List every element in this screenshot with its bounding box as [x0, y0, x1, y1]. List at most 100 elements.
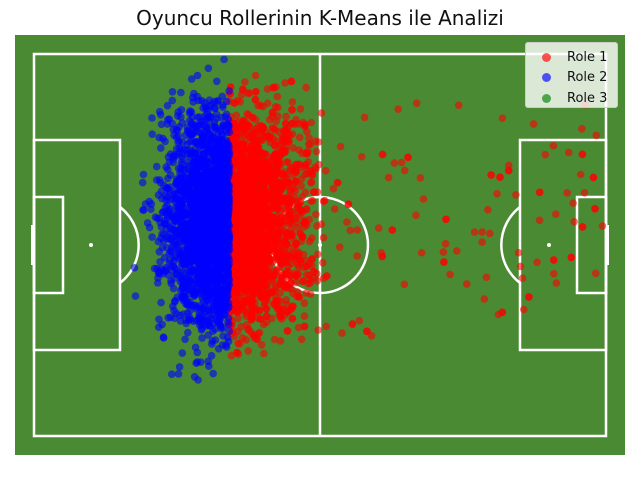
data-point-role-1 — [281, 283, 290, 292]
data-point-role-1 — [363, 327, 371, 336]
data-point-role-1 — [394, 105, 403, 113]
data-point-role-2 — [209, 221, 218, 229]
data-point-role-1 — [240, 285, 248, 293]
data-point-role-1 — [303, 149, 311, 158]
data-point-role-1 — [360, 113, 369, 122]
data-point-role-2 — [193, 71, 202, 80]
data-point-role-2 — [204, 191, 212, 200]
data-point-role-1 — [478, 228, 486, 236]
data-point-role-1 — [250, 210, 258, 218]
data-point-role-1 — [252, 146, 261, 154]
data-point-role-1 — [333, 178, 342, 187]
data-point-role-1 — [240, 227, 249, 235]
data-point-role-1 — [297, 206, 306, 215]
data-point-role-2 — [166, 171, 175, 179]
data-point-role-1 — [239, 141, 247, 149]
data-point-role-1 — [514, 248, 523, 257]
data-point-role-2 — [148, 233, 156, 241]
data-point-role-2 — [208, 340, 216, 348]
data-point-role-1 — [569, 199, 577, 207]
data-point-role-1 — [257, 341, 266, 349]
data-point-role-1 — [563, 189, 571, 197]
data-point-role-1 — [276, 229, 285, 237]
data-point-role-1 — [227, 351, 236, 360]
data-point-role-1 — [261, 150, 270, 159]
data-point-role-1 — [580, 189, 589, 197]
data-point-role-1 — [244, 121, 252, 129]
data-point-role-2 — [148, 114, 156, 122]
data-point-role-1 — [248, 315, 256, 323]
data-point-role-1 — [290, 184, 298, 192]
data-point-role-1 — [281, 127, 290, 135]
data-point-role-2 — [186, 284, 195, 293]
data-point-role-2 — [189, 178, 198, 186]
data-point-role-1 — [270, 141, 279, 150]
data-point-role-2 — [168, 96, 177, 105]
data-point-role-2 — [207, 250, 216, 258]
data-point-role-1 — [232, 123, 240, 132]
data-point-role-2 — [213, 199, 221, 208]
data-point-role-2 — [224, 139, 232, 148]
data-point-role-2 — [170, 263, 178, 272]
legend-item-role-3: Role 3 — [532, 88, 611, 109]
data-point-role-2 — [210, 133, 219, 142]
data-point-role-1 — [282, 158, 291, 166]
data-point-role-2 — [130, 264, 139, 272]
data-point-role-2 — [155, 107, 164, 116]
data-point-role-1 — [454, 101, 463, 110]
data-point-role-1 — [297, 182, 305, 190]
legend-label-role-2: Role 2 — [567, 70, 608, 86]
data-point-role-2 — [186, 107, 194, 115]
data-point-role-1 — [300, 312, 309, 320]
data-point-role-1 — [578, 150, 587, 159]
data-point-role-1 — [265, 224, 274, 233]
data-point-role-2 — [167, 248, 175, 256]
data-point-role-2 — [224, 281, 232, 290]
data-point-role-2 — [223, 119, 232, 128]
data-point-role-1 — [284, 179, 293, 187]
data-point-role-1 — [440, 258, 448, 266]
data-point-role-1 — [275, 219, 283, 228]
data-point-role-1 — [307, 118, 316, 127]
data-point-role-2 — [203, 322, 211, 330]
data-point-role-1 — [525, 293, 533, 301]
data-point-role-1 — [238, 254, 247, 262]
data-point-role-1 — [272, 297, 281, 305]
data-point-role-2 — [207, 173, 216, 182]
data-point-role-2 — [195, 280, 204, 289]
data-point-role-1 — [251, 156, 259, 165]
legend: Role 1 Role 2 Role 3 — [525, 42, 618, 108]
data-point-role-2 — [224, 292, 232, 301]
data-point-role-1 — [314, 326, 323, 334]
data-point-role-2 — [221, 302, 230, 311]
data-point-role-1 — [498, 308, 507, 317]
data-point-role-2 — [138, 178, 147, 187]
data-point-role-1 — [419, 195, 428, 203]
data-point-role-2 — [225, 151, 234, 159]
data-point-role-1 — [276, 240, 285, 249]
data-point-role-2 — [204, 136, 213, 145]
data-point-role-1 — [498, 114, 507, 122]
scatter-points — [130, 55, 607, 384]
data-point-role-1 — [237, 273, 246, 281]
data-point-role-2 — [213, 98, 221, 106]
data-point-role-1 — [249, 268, 257, 277]
data-point-role-1 — [281, 119, 290, 128]
data-point-role-2 — [199, 171, 208, 180]
data-point-role-2 — [158, 243, 167, 252]
data-point-role-1 — [261, 187, 269, 196]
data-point-role-1 — [244, 325, 252, 334]
data-point-role-2 — [157, 120, 166, 129]
data-point-role-2 — [222, 126, 230, 134]
data-point-role-2 — [186, 298, 194, 307]
data-point-role-1 — [357, 152, 366, 161]
data-point-role-2 — [204, 278, 213, 286]
data-point-role-2 — [194, 183, 203, 192]
data-point-role-2 — [207, 351, 216, 360]
data-point-role-1 — [348, 320, 357, 328]
data-point-role-1 — [335, 243, 344, 251]
data-point-role-1 — [288, 106, 296, 114]
legend-label-role-1: Role 1 — [567, 49, 608, 65]
data-point-role-2 — [192, 245, 201, 253]
data-point-role-1 — [516, 262, 525, 271]
